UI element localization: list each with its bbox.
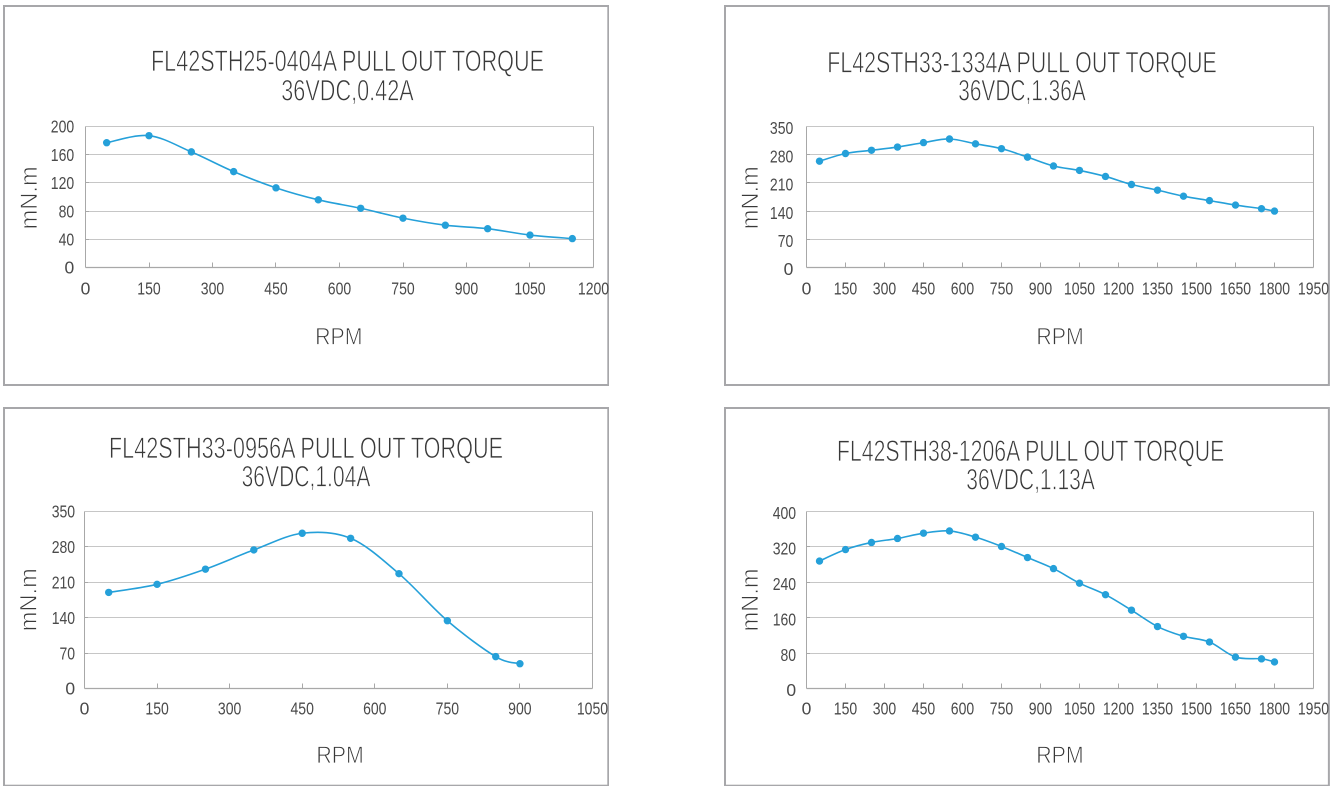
svg-text:1650: 1650 <box>1220 698 1251 718</box>
svg-text:350: 350 <box>770 118 794 138</box>
svg-text:300: 300 <box>873 278 897 298</box>
svg-text:240: 240 <box>773 573 797 593</box>
svg-text:0: 0 <box>81 278 91 298</box>
svg-text:1950: 1950 <box>1298 698 1329 718</box>
svg-text:36VDC,0.42A: 36VDC,0.42A <box>281 74 413 107</box>
svg-text:450: 450 <box>291 698 315 718</box>
svg-text:70: 70 <box>778 231 794 251</box>
svg-text:600: 600 <box>328 278 352 298</box>
svg-text:RPM: RPM <box>317 742 364 769</box>
svg-text:150: 150 <box>834 278 858 298</box>
svg-text:0: 0 <box>65 257 75 277</box>
svg-text:900: 900 <box>508 698 532 718</box>
svg-text:450: 450 <box>912 698 936 718</box>
svg-text:160: 160 <box>773 609 797 629</box>
svg-text:400: 400 <box>773 503 797 523</box>
svg-text:750: 750 <box>436 698 460 718</box>
svg-text:RPM: RPM <box>315 323 362 350</box>
svg-text:RPM: RPM <box>1037 742 1084 769</box>
svg-text:0: 0 <box>66 678 76 698</box>
svg-text:150: 150 <box>137 278 161 298</box>
svg-text:mN.m: mN.m <box>737 568 764 631</box>
svg-text:FL42STH33-1334A PULL OUT TORQU: FL42STH33-1334A PULL OUT TORQUE <box>828 46 1217 79</box>
svg-text:210: 210 <box>52 572 76 592</box>
svg-text:0: 0 <box>784 259 794 279</box>
svg-text:1350: 1350 <box>1142 698 1173 718</box>
svg-text:600: 600 <box>951 698 975 718</box>
svg-text:160: 160 <box>51 145 75 165</box>
svg-text:1050: 1050 <box>577 698 608 718</box>
svg-text:150: 150 <box>146 698 170 718</box>
svg-text:mN.m: mN.m <box>737 166 764 229</box>
svg-text:280: 280 <box>770 146 794 166</box>
svg-text:150: 150 <box>834 698 858 718</box>
svg-text:0: 0 <box>80 698 90 718</box>
svg-text:750: 750 <box>391 278 415 298</box>
svg-text:750: 750 <box>990 278 1014 298</box>
svg-text:70: 70 <box>60 643 76 663</box>
svg-text:320: 320 <box>773 538 797 558</box>
svg-text:300: 300 <box>201 278 225 298</box>
svg-text:300: 300 <box>218 698 242 718</box>
svg-text:900: 900 <box>455 278 479 298</box>
svg-text:280: 280 <box>52 537 76 557</box>
svg-text:450: 450 <box>912 278 936 298</box>
svg-text:140: 140 <box>770 202 794 222</box>
svg-text:1200: 1200 <box>578 278 609 298</box>
svg-text:mN.m: mN.m <box>16 568 43 631</box>
svg-text:1650: 1650 <box>1220 278 1251 298</box>
svg-text:1200: 1200 <box>1103 698 1134 718</box>
svg-text:200: 200 <box>51 116 75 136</box>
svg-text:1950: 1950 <box>1298 278 1329 298</box>
svg-text:80: 80 <box>59 201 75 221</box>
svg-text:140: 140 <box>52 607 76 627</box>
svg-text:1050: 1050 <box>1064 698 1095 718</box>
svg-text:40: 40 <box>59 229 75 249</box>
svg-text:RPM: RPM <box>1037 323 1084 350</box>
svg-text:1200: 1200 <box>1103 278 1134 298</box>
svg-text:350: 350 <box>52 501 76 521</box>
svg-text:1050: 1050 <box>515 278 546 298</box>
svg-text:0: 0 <box>802 698 812 718</box>
svg-text:0: 0 <box>802 278 812 298</box>
svg-text:36VDC,1.13A: 36VDC,1.13A <box>967 463 1096 496</box>
svg-text:1350: 1350 <box>1142 278 1173 298</box>
svg-text:900: 900 <box>1029 698 1053 718</box>
svg-text:mN.m: mN.m <box>16 166 43 229</box>
svg-text:80: 80 <box>781 644 797 664</box>
svg-text:300: 300 <box>873 698 897 718</box>
svg-text:1800: 1800 <box>1259 698 1290 718</box>
svg-text:1050: 1050 <box>1064 278 1095 298</box>
svg-text:450: 450 <box>264 278 288 298</box>
svg-text:600: 600 <box>363 698 387 718</box>
svg-text:750: 750 <box>990 698 1014 718</box>
svg-text:210: 210 <box>770 174 794 194</box>
svg-text:900: 900 <box>1029 278 1053 298</box>
svg-text:FL42STH33-0956A PULL OUT TORQU: FL42STH33-0956A PULL OUT TORQUE <box>109 432 503 465</box>
svg-text:1500: 1500 <box>1181 698 1212 718</box>
svg-text:FL42STH25-0404A PULL OUT TORQU: FL42STH25-0404A PULL OUT TORQUE <box>151 45 544 78</box>
svg-text:36VDC,1.04A: 36VDC,1.04A <box>242 460 371 493</box>
svg-text:FL42STH38-1206A PULL OUT TORQU: FL42STH38-1206A PULL OUT TORQUE <box>837 434 1224 467</box>
svg-text:120: 120 <box>51 173 75 193</box>
svg-text:600: 600 <box>951 278 975 298</box>
svg-text:1800: 1800 <box>1259 278 1290 298</box>
svg-text:36VDC,1.36A: 36VDC,1.36A <box>959 74 1086 107</box>
svg-text:1500: 1500 <box>1181 278 1212 298</box>
svg-text:0: 0 <box>787 680 797 700</box>
